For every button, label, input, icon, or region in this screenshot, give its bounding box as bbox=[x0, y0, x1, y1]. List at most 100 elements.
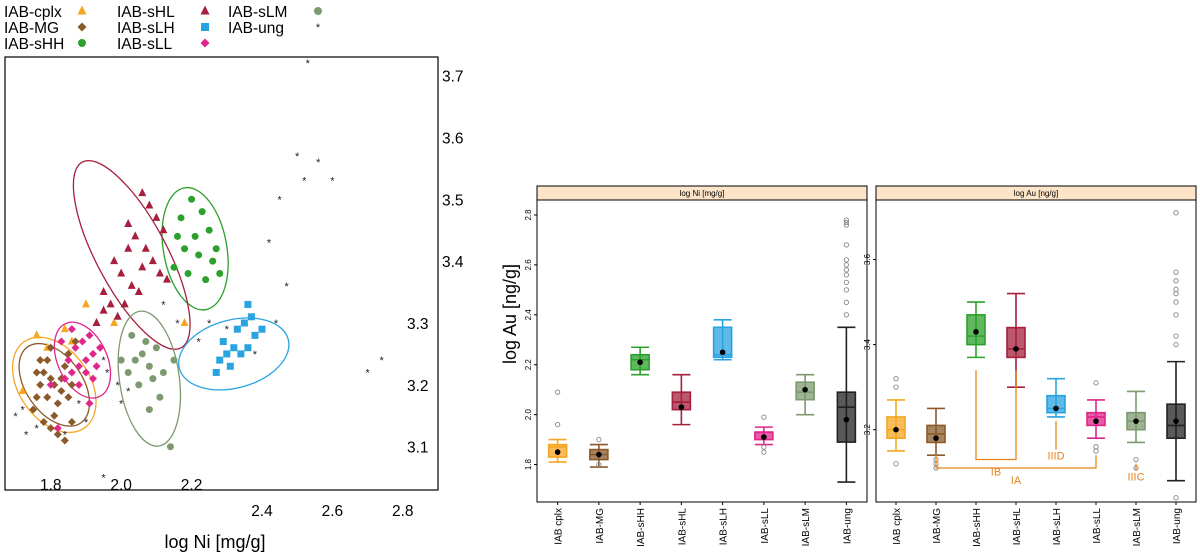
y-tick-label: 3.2 bbox=[863, 424, 872, 436]
point-ung: * bbox=[253, 349, 258, 361]
point-sHH bbox=[205, 226, 213, 234]
ellipse-sHL bbox=[72, 159, 191, 350]
mean-point bbox=[637, 359, 643, 366]
y-tick-label: 2.6 bbox=[524, 259, 533, 271]
point-MG bbox=[64, 349, 73, 358]
outlier-point bbox=[843, 312, 850, 318]
point-MG bbox=[60, 362, 69, 371]
outlier-point bbox=[1173, 333, 1179, 339]
y-tick-label: 2.0 bbox=[524, 409, 533, 421]
point-sHL bbox=[134, 287, 143, 296]
box-panel-2: log Au [ng/g] 3.2 3.4 3.6 IAB cplx IAB-MG IAB-… bbox=[863, 185, 1197, 547]
point-sHH bbox=[209, 257, 217, 265]
box-sLH bbox=[712, 319, 733, 361]
point-sLM bbox=[166, 443, 174, 451]
scatter-x-tick-label: 2.2 bbox=[181, 477, 203, 494]
outlier-point bbox=[843, 262, 850, 268]
point-sHL bbox=[92, 317, 101, 326]
point-sHL bbox=[141, 243, 150, 252]
point-sHL bbox=[113, 311, 122, 320]
scatter-y-tick-label: 3.6 bbox=[442, 130, 464, 147]
outlier-point bbox=[843, 299, 850, 305]
point-MG bbox=[50, 411, 59, 420]
scatter-ellipses bbox=[11, 159, 290, 447]
point-ung: * bbox=[116, 380, 121, 392]
point-ung: * bbox=[13, 411, 18, 423]
outlier-point bbox=[843, 267, 850, 273]
point-sLH bbox=[212, 368, 220, 376]
point-ung: * bbox=[101, 355, 106, 367]
point-sHH bbox=[188, 195, 196, 203]
mean-point bbox=[843, 416, 850, 423]
bracket-IIID: IIID bbox=[1047, 421, 1065, 462]
x-tick-label: IAB-MG bbox=[595, 508, 606, 544]
x-tick-label: IAB-sHH bbox=[636, 508, 647, 547]
point-sHL bbox=[138, 262, 147, 271]
ellipse-sLH bbox=[178, 317, 290, 391]
outlier-point bbox=[843, 219, 850, 226]
point-ung: * bbox=[175, 318, 180, 330]
box-MG bbox=[589, 436, 609, 468]
point-sHH bbox=[198, 208, 206, 216]
point-sHL bbox=[152, 212, 161, 221]
box-body bbox=[1006, 326, 1026, 359]
outlier-point bbox=[1133, 456, 1139, 463]
point-sLL bbox=[89, 349, 98, 358]
point-sHH bbox=[184, 270, 192, 277]
box-y-axis-title: log Au [ng/g] bbox=[500, 264, 520, 364]
point-MG bbox=[46, 343, 55, 352]
point-MG bbox=[53, 399, 62, 408]
point-sHL bbox=[110, 256, 119, 265]
point-ung: * bbox=[101, 473, 106, 485]
box-ung bbox=[1166, 210, 1186, 501]
outlier-point bbox=[843, 272, 850, 278]
point-MG bbox=[46, 374, 55, 383]
legend-label-ung: IAB-ung bbox=[228, 20, 284, 37]
outlier-point bbox=[1173, 299, 1179, 305]
x-tick-label: IAB cplx bbox=[554, 508, 565, 545]
point-ung: * bbox=[306, 58, 311, 70]
point-sHL bbox=[117, 268, 126, 277]
panel-frame bbox=[875, 199, 1197, 503]
box-sHH bbox=[966, 301, 986, 359]
panel-frame bbox=[536, 199, 868, 503]
point-sHL bbox=[127, 280, 136, 289]
point-MG bbox=[36, 356, 45, 365]
point-sLM bbox=[142, 338, 150, 346]
legend-marker-sLH bbox=[201, 23, 209, 31]
box-sLM bbox=[795, 373, 815, 416]
point-sLM bbox=[159, 368, 167, 376]
y-tick-label: 2.4 bbox=[524, 309, 533, 321]
outlier-point bbox=[1173, 269, 1179, 275]
mean-point bbox=[893, 426, 899, 433]
point-sLL bbox=[64, 356, 73, 365]
point-sLL bbox=[85, 331, 94, 340]
outlier-point bbox=[761, 449, 767, 455]
point-sHL bbox=[145, 200, 154, 209]
point-ung: * bbox=[302, 176, 307, 188]
point-sHL bbox=[155, 268, 164, 277]
point-sLM bbox=[124, 368, 132, 376]
point-cplx bbox=[18, 386, 27, 395]
point-sHL bbox=[106, 299, 115, 308]
outlier-point bbox=[554, 421, 561, 428]
point-sLH bbox=[258, 325, 266, 333]
scatter-y-tick-label: 3.7 bbox=[442, 69, 464, 86]
box-sLH bbox=[1046, 377, 1066, 418]
mean-point bbox=[802, 386, 808, 393]
point-MG bbox=[46, 424, 55, 433]
point-MG bbox=[57, 387, 66, 396]
mean-point bbox=[678, 404, 685, 410]
point-ung: * bbox=[63, 429, 68, 441]
y-tick-label: 3.6 bbox=[863, 253, 872, 265]
point-sLL bbox=[74, 380, 83, 389]
point-sLM bbox=[138, 350, 146, 358]
bracket-label: IIID bbox=[1047, 450, 1064, 462]
outlier-point bbox=[1173, 341, 1179, 348]
point-MG bbox=[32, 393, 41, 402]
point-sLH bbox=[216, 356, 224, 364]
point-sLL bbox=[81, 368, 90, 377]
legend-label-sHH: IAB-sHH bbox=[4, 36, 64, 53]
point-sLH bbox=[247, 313, 255, 321]
y-tick-label: 2.2 bbox=[524, 359, 533, 371]
